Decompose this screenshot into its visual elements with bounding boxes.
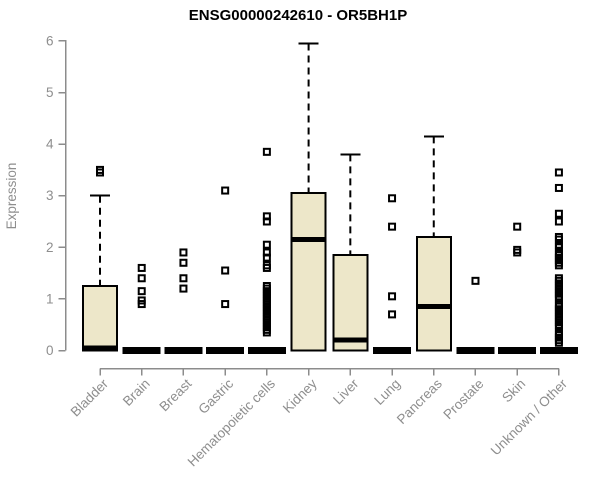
outlier-point: [137, 263, 146, 272]
outlier-point: [179, 284, 188, 293]
box-group-pancreas: [415, 135, 452, 352]
y-tick-label: 4: [46, 137, 54, 152]
box-group-breast: [164, 248, 203, 354]
box-group-prostate: [456, 276, 495, 354]
outlier-point: [262, 240, 271, 249]
y-axis: 0 1 2 3 4 5 6: [46, 33, 67, 358]
box-body: [332, 254, 369, 352]
outlier-point: [471, 276, 480, 285]
outlier-point: [262, 217, 271, 226]
outlier-point: [221, 300, 230, 309]
outlier-point: [554, 338, 563, 347]
outlier-point: [96, 165, 104, 174]
box-group-skin: [498, 222, 537, 354]
outlier-point: [179, 274, 188, 283]
box-body: [82, 285, 118, 352]
outlier-point: [388, 194, 397, 203]
box-body: [290, 192, 327, 352]
box-group-bladder: [82, 165, 118, 352]
x-tick-label: Pancreas: [394, 376, 445, 427]
box-group-lung: [373, 194, 412, 354]
outlier-point: [137, 287, 146, 296]
outlier-point: [513, 248, 522, 257]
x-tick-label: Bladder: [68, 376, 112, 420]
outlier-point: [221, 186, 230, 195]
box-body: [415, 235, 452, 352]
outlier-point: [554, 209, 563, 218]
outlier-point: [388, 292, 397, 301]
x-tick-label: Kidney: [280, 376, 320, 416]
y-tick-label: 6: [46, 33, 54, 48]
box-group-brain: [122, 263, 161, 354]
box-group-gastric: [206, 186, 245, 354]
x-tick-label: Breast: [156, 376, 194, 414]
outlier-point: [179, 248, 188, 257]
outlier-point: [554, 261, 563, 270]
y-tick-label: 1: [46, 291, 54, 306]
x-tick-label: Lung: [371, 376, 403, 408]
outlier-point: [221, 266, 230, 275]
outlier-point: [513, 222, 522, 231]
outlier-point: [179, 258, 188, 267]
outlier-point: [554, 168, 563, 177]
y-tick-label: 2: [46, 240, 54, 255]
x-tick-label: Prostate: [440, 376, 486, 422]
x-tick-label: Gastric: [195, 376, 236, 417]
y-tick-label: 5: [46, 85, 54, 100]
x-tick-label: Unknown / Other: [488, 376, 571, 459]
box-group-kidney: [290, 42, 327, 352]
box-series: [82, 42, 578, 354]
x-tick-label: Brain: [120, 376, 153, 409]
outlier-point: [262, 253, 271, 262]
box-group-liver: [332, 153, 369, 352]
y-tick-label: 3: [46, 188, 54, 203]
x-tick-label: Skin: [499, 376, 528, 405]
outlier-point: [137, 300, 146, 309]
chart-title: ENSG00000242610 - OR5BH1P: [189, 7, 407, 24]
box-group-hematopoietic-cells: [247, 147, 286, 354]
outlier-point: [262, 328, 271, 337]
outlier-point: [262, 263, 271, 272]
outlier-point: [554, 183, 563, 192]
y-tick-label: 0: [46, 343, 54, 358]
outlier-point: [388, 222, 397, 231]
outlier-point: [262, 147, 271, 156]
box-group-unknown-other: [539, 168, 578, 354]
y-axis-label: Expression: [4, 163, 19, 230]
outlier-point: [137, 274, 146, 283]
outlier-point: [554, 217, 563, 226]
outlier-point: [388, 310, 397, 319]
x-tick-label: Liver: [330, 376, 362, 408]
